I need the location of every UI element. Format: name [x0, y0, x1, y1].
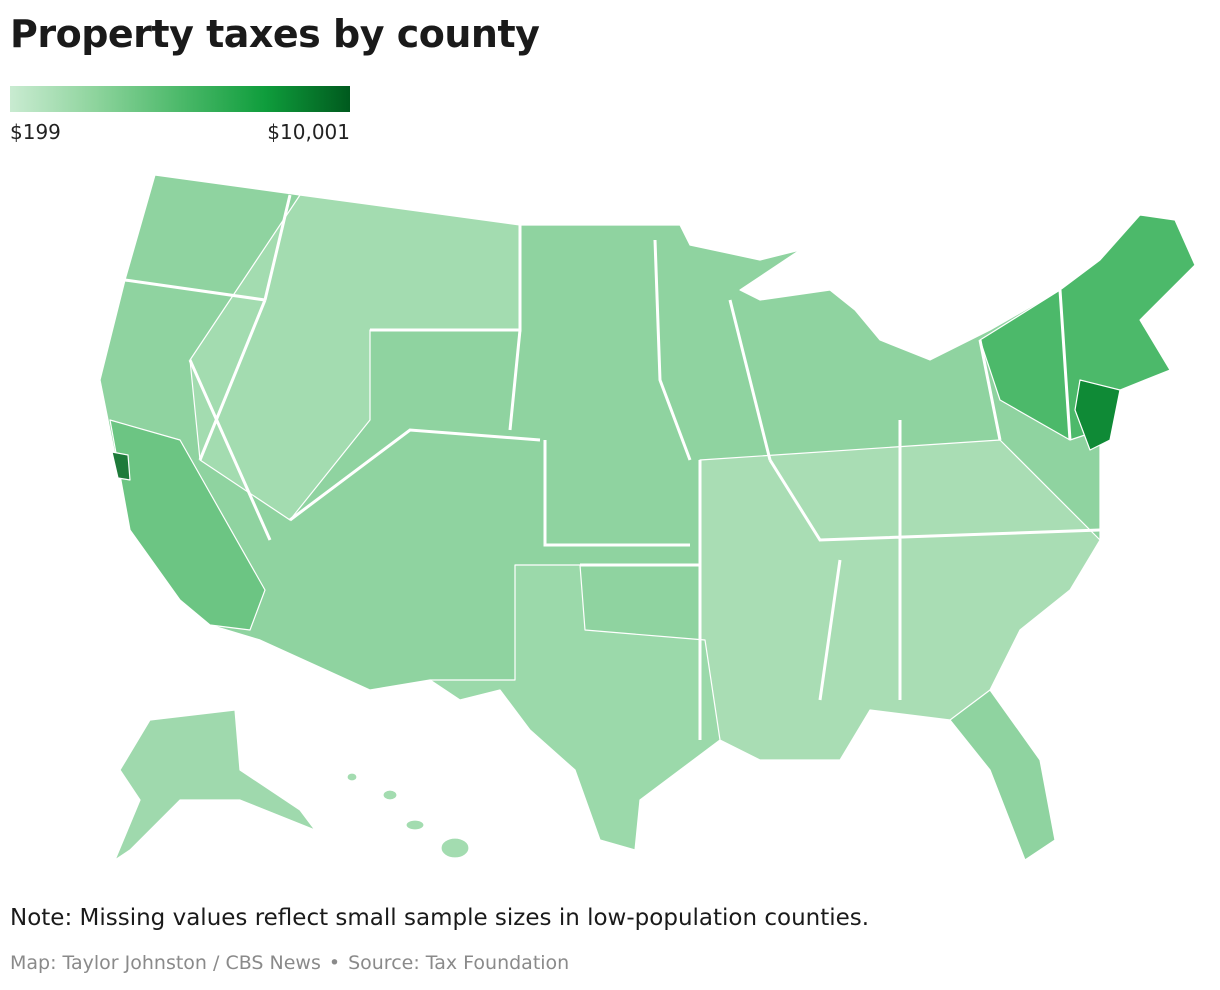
- map: [99, 174, 1196, 861]
- hawaii: [382, 789, 398, 801]
- title: Property taxes by county: [10, 12, 540, 56]
- nj-region: [1074, 379, 1121, 451]
- hawaii: [346, 772, 358, 782]
- credit: Map: Taylor Johnston / CBS News: [10, 952, 321, 974]
- bay-area: [111, 451, 131, 481]
- note-prefix: Note:: [10, 905, 73, 931]
- legend-gradient: [10, 86, 350, 112]
- separator: •: [328, 952, 341, 974]
- legend-min: $199: [10, 120, 61, 144]
- hawaii: [440, 837, 470, 859]
- legend-labels: $199 $10,001: [10, 120, 350, 144]
- legend-bar: [10, 86, 350, 112]
- legend-max: $10,001: [267, 120, 350, 144]
- hawaii: [405, 819, 425, 831]
- legend: $199 $10,001: [10, 86, 350, 144]
- alaska: [114, 709, 316, 861]
- footer: Map: Taylor Johnston / CBS News • Source: …: [10, 952, 569, 974]
- california-region: [109, 419, 266, 631]
- source: Source: Tax Foundation: [348, 952, 570, 974]
- state-borders: [124, 194, 1101, 740]
- note-text: Missing values reflect small sample size…: [79, 905, 870, 931]
- note: Note: Missing values reflect small sampl…: [10, 905, 869, 931]
- texas-region: [429, 564, 721, 851]
